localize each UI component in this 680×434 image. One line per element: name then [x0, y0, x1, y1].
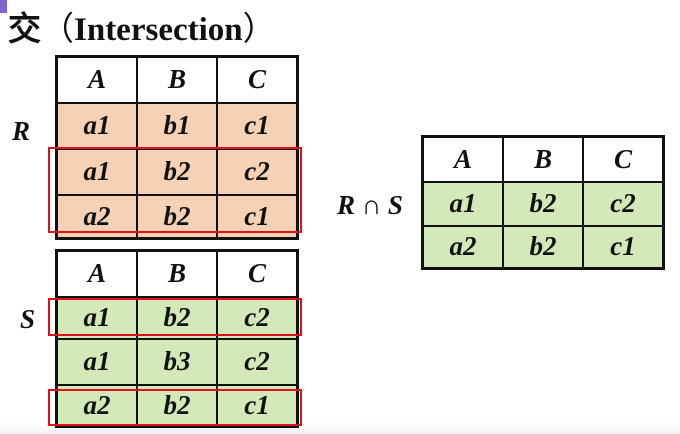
- relation-r-table: A B C a1 b1 c1 a1 b2 c2 a2 b2 c1: [55, 55, 299, 240]
- result-table: A B C a1 b2 c2 a2 b2 c1: [421, 135, 665, 270]
- table-row: a1 b2 c2: [55, 147, 299, 196]
- result-label: R ∩ S: [337, 190, 403, 220]
- relation-s-cell: a2: [55, 383, 138, 428]
- relation-s-label: S: [20, 304, 36, 334]
- result-cell: b2: [502, 224, 584, 270]
- relation-r-header-a: A: [55, 55, 138, 104]
- table-row: a2 b2 c1: [55, 383, 299, 428]
- relation-r-header-row: A B C: [55, 55, 299, 104]
- relation-s-header-b: B: [136, 249, 218, 298]
- table-row: a1 b2 c2: [55, 295, 299, 340]
- title-open-paren: （: [41, 12, 74, 48]
- title-close-paren: ）: [242, 12, 276, 48]
- relation-r-cell: a2: [55, 193, 138, 240]
- result-header-b: B: [502, 135, 584, 183]
- slide-corner-accent: [0, 0, 7, 13]
- relation-s-cell: b3: [136, 337, 218, 386]
- relation-s-cell: a1: [55, 337, 138, 386]
- relation-r-cell: c1: [216, 101, 299, 150]
- relation-r-cell: b2: [136, 147, 218, 196]
- result-header-row: A B C: [421, 135, 665, 183]
- relation-r-cell: a1: [55, 101, 138, 150]
- relation-s-cell: c2: [216, 337, 299, 386]
- title-chinese: 交: [8, 12, 41, 48]
- table-row: a2 b2 c1: [421, 224, 665, 270]
- result-header-a: A: [421, 135, 504, 183]
- relation-s-header-row: A B C: [55, 249, 299, 298]
- relation-r-cell: a1: [55, 147, 138, 196]
- relation-r-cell: c1: [216, 193, 299, 240]
- table-row: a2 b2 c1: [55, 193, 299, 240]
- result-cell: a2: [421, 224, 504, 270]
- result-cell: c2: [582, 180, 665, 227]
- relation-r-cell: c2: [216, 147, 299, 196]
- relation-r-cell: b1: [136, 101, 218, 150]
- title-english: Intersection: [74, 12, 243, 48]
- relation-s-cell: c1: [216, 383, 299, 428]
- relation-r-header-b: B: [136, 55, 218, 104]
- slide-title: 交（Intersection）: [8, 2, 276, 50]
- table-row: a1 b1 c1: [55, 101, 299, 150]
- relation-s-header-c: C: [216, 249, 299, 298]
- result-cell: b2: [502, 180, 584, 227]
- result-cell: c1: [582, 224, 665, 270]
- relation-r-header-c: C: [216, 55, 299, 104]
- relation-s-cell: b2: [136, 295, 218, 340]
- table-row: a1 b3 c2: [55, 337, 299, 386]
- table-row: a1 b2 c2: [421, 180, 665, 227]
- relation-s-header-a: A: [55, 249, 138, 298]
- relation-s-cell: c2: [216, 295, 299, 340]
- relation-s-table: A B C a1 b2 c2 a1 b3 c2 a2 b2 c1: [55, 249, 299, 428]
- relation-r-cell: b2: [136, 193, 218, 240]
- relation-s-cell: b2: [136, 383, 218, 428]
- result-header-c: C: [582, 135, 665, 183]
- relation-s-cell: a1: [55, 295, 138, 340]
- relation-r-label: R: [12, 116, 31, 146]
- result-cell: a1: [421, 180, 504, 227]
